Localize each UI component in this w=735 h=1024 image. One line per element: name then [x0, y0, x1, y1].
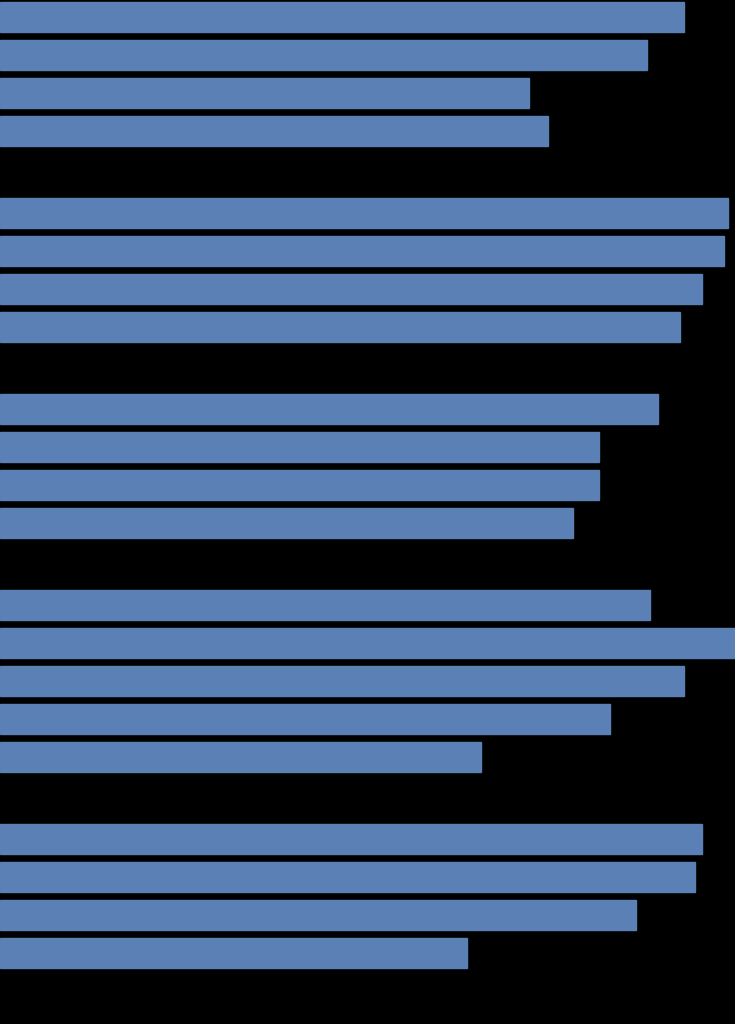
Bar [0, 628, 735, 658]
Bar [0, 116, 548, 146]
Bar [0, 78, 529, 108]
Bar [0, 742, 481, 772]
Bar [0, 938, 467, 968]
Bar [0, 824, 702, 854]
Bar [0, 236, 724, 266]
Bar [0, 394, 658, 424]
Bar [0, 705, 610, 734]
Bar [0, 862, 695, 892]
Bar [0, 40, 647, 70]
Bar [0, 274, 702, 304]
Bar [0, 590, 650, 620]
Bar [0, 432, 599, 462]
Bar [0, 666, 684, 696]
Bar [0, 312, 680, 342]
Bar [0, 900, 636, 930]
Bar [0, 2, 684, 32]
Bar [0, 198, 728, 228]
Bar [0, 508, 573, 538]
Bar [0, 470, 599, 500]
